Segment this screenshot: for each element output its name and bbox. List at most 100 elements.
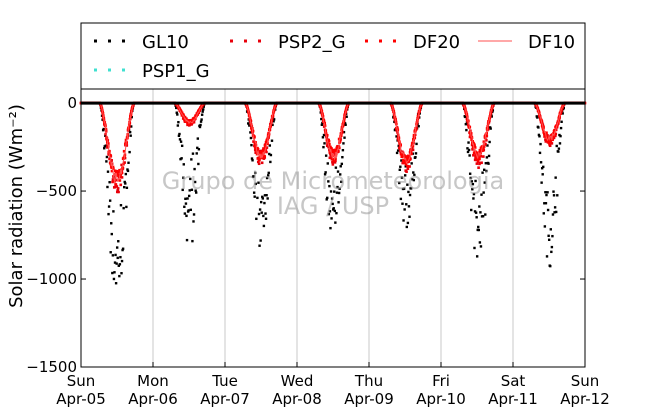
gl10-point <box>542 212 545 215</box>
df20-point <box>264 145 267 149</box>
gl10-point <box>105 160 108 163</box>
gl10-point <box>400 176 404 179</box>
gl10-point <box>400 159 403 162</box>
gl10-point <box>478 241 482 244</box>
gl10-point <box>188 189 191 192</box>
legend-dot-marker <box>108 39 111 43</box>
gl10-point <box>187 209 190 212</box>
df20-point <box>478 148 482 152</box>
df20-point <box>329 145 332 149</box>
gl10-point <box>545 193 548 197</box>
psp2g-point <box>253 144 256 148</box>
axis-layer: SunApr-05MonApr-06TueApr-07WedApr-08ThuA… <box>26 94 610 408</box>
gl10-point <box>481 215 485 218</box>
gl10-point <box>265 176 269 180</box>
gl10-point <box>475 255 479 258</box>
gl10-point <box>546 191 549 194</box>
gl10-point <box>399 165 402 168</box>
gl10-point <box>489 127 492 130</box>
legend-dot-marker <box>365 39 368 43</box>
psp2g-point <box>119 183 123 187</box>
legend-dot-marker <box>393 39 396 43</box>
gl10-point <box>185 214 188 218</box>
gl10-point <box>269 160 272 164</box>
gl10-point <box>130 115 133 119</box>
gl10-point <box>186 197 189 200</box>
gl10-point <box>484 213 487 216</box>
gl10-point <box>109 251 112 254</box>
gl10-point <box>110 222 113 225</box>
grid-layer <box>152 89 514 367</box>
df20-point <box>118 168 121 172</box>
psp2g-point <box>104 132 107 136</box>
psp2g-point <box>341 131 344 134</box>
df20-point <box>549 139 553 143</box>
psp2g-point <box>546 134 549 137</box>
gl10-point <box>202 108 205 111</box>
gl10-point <box>335 211 338 215</box>
gl10-point <box>322 145 325 149</box>
gl10-point <box>337 191 341 195</box>
gl10-point <box>540 181 543 184</box>
gl10-point <box>559 134 562 138</box>
gl10-point <box>467 141 470 144</box>
gl10-point <box>323 142 326 145</box>
df20-point <box>405 156 409 159</box>
gl10-point <box>113 271 116 274</box>
psp2g-point <box>125 144 129 147</box>
gl10-point <box>551 213 555 216</box>
df20-point <box>473 143 476 147</box>
gl10-point <box>334 166 338 169</box>
gl10-point <box>486 144 489 147</box>
gl10-point <box>324 154 328 157</box>
gl10-point <box>195 152 198 155</box>
gl10-point <box>345 115 348 118</box>
gl10-point <box>202 105 205 108</box>
legend-label: DF10 <box>528 32 575 53</box>
gl10-point <box>107 205 111 208</box>
df20-point <box>329 152 333 156</box>
df20-point <box>112 167 115 170</box>
gl10-point <box>321 136 325 139</box>
gl10-point <box>469 176 472 180</box>
gl10-point <box>103 147 106 150</box>
legend-item-gl10: GL10 <box>94 32 189 53</box>
df20-point <box>117 170 121 174</box>
gl10-point <box>194 189 197 192</box>
gl10-point <box>330 217 333 220</box>
gl10-point <box>248 124 251 127</box>
df20-point <box>120 171 124 175</box>
gl10-point <box>471 188 474 191</box>
gl10-point <box>477 225 480 229</box>
gl10-point <box>117 264 120 267</box>
gl10-point <box>333 190 336 193</box>
gl10-point <box>110 232 113 236</box>
df20-point <box>414 128 418 131</box>
gl10-point <box>264 212 267 215</box>
y-tick-label: −500 <box>36 182 77 200</box>
gl10-point <box>340 180 343 184</box>
gl10-point <box>323 173 327 176</box>
df20-point <box>396 128 400 132</box>
df20-point <box>258 158 261 161</box>
df20-point <box>476 153 479 157</box>
gl10-point <box>398 168 401 171</box>
gl10-point <box>555 144 558 148</box>
legend-box <box>80 22 586 90</box>
gl10-point <box>114 282 118 285</box>
gl10-point <box>413 173 416 177</box>
gl10-point <box>406 221 410 225</box>
gl10-point <box>340 162 344 166</box>
gl10-point <box>412 178 416 182</box>
gl10-point <box>250 157 254 160</box>
gl10-point <box>265 194 268 197</box>
gl10-point <box>179 140 183 143</box>
gl10-point <box>176 124 180 127</box>
gl10-point <box>546 208 550 212</box>
gl10-point <box>175 106 178 110</box>
legend-label: GL10 <box>142 32 189 53</box>
gl10-point <box>104 134 107 137</box>
df20-point <box>332 148 335 152</box>
psp2g-point <box>470 143 474 147</box>
gl10-point <box>124 172 128 176</box>
